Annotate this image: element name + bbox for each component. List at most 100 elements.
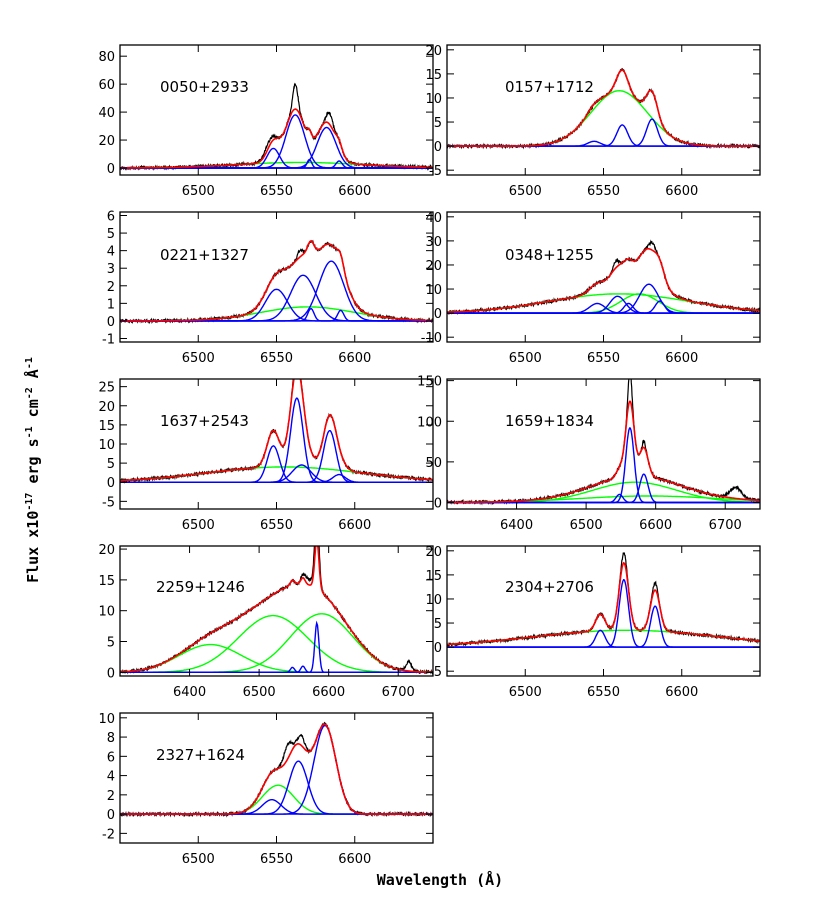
x-tick-label: 6700: [709, 518, 742, 533]
y-tick-label: 10: [425, 593, 442, 608]
y-tick-label: 5: [107, 635, 115, 650]
x-tick-label: 6500: [182, 852, 215, 867]
panel-title: 0348+1255: [505, 246, 594, 264]
y-tick-label: -1: [102, 332, 115, 347]
y-tick-label: 40: [98, 106, 115, 121]
panel-title: 2327+1624: [156, 746, 245, 764]
y-tick-label: 5: [434, 617, 442, 632]
y-tick-label: 15: [425, 569, 442, 584]
x-tick-label: 6500: [509, 685, 542, 700]
panel-1659+1834: 6400 6500 6600 6700 0 50 100 150 1659+1834: [417, 375, 761, 533]
y-tick-label: 0: [107, 162, 115, 177]
y-tick-label: 5: [434, 116, 442, 131]
y-tick-label: 5: [107, 457, 115, 472]
x-tick-label: 6500: [509, 351, 542, 366]
y-tick-label: 10: [98, 605, 115, 620]
narrow-component-1: [447, 124, 760, 147]
broad-component-0: [120, 643, 433, 673]
plot-area: [447, 551, 760, 648]
x-tick-label: 6550: [260, 518, 293, 533]
y-tick-label: 20: [425, 545, 442, 560]
narrow-component-1: [120, 274, 433, 322]
y-tick-label: 0: [107, 808, 115, 823]
x-tick-label: 6550: [260, 184, 293, 199]
panel-0348+1255: 6500 6550 6600 -10 0 10 20 30 40 0348+1255: [421, 211, 761, 366]
panel-2327+1624: 6500 6550 6600 -2 0 2 4 6 8 10 2327+1624: [98, 712, 434, 867]
y-tick-label: 0: [107, 476, 115, 491]
x-axis-title: Wavelength (Å): [377, 870, 503, 889]
total-fit: [120, 240, 433, 322]
panel-title: 0221+1327: [160, 246, 249, 264]
observed-spectrum: [447, 67, 760, 150]
narrow-component-1: [120, 397, 433, 483]
y-tick-label: 100: [417, 415, 442, 430]
y-tick-label: 20: [98, 543, 115, 558]
panel-title: 1659+1834: [505, 412, 594, 430]
x-tick-label: 6500: [182, 184, 215, 199]
y-tick-label: 4: [107, 245, 115, 260]
y-tick-label: 20: [98, 134, 115, 149]
y-tick-label: -2: [102, 827, 115, 842]
narrow-component-1: [120, 114, 433, 169]
total-fit: [120, 108, 433, 169]
plot-area: [120, 721, 433, 818]
y-tick-label: 50: [425, 456, 442, 471]
y-tick-label: 2: [107, 280, 115, 295]
x-tick-label: 6600: [338, 184, 371, 199]
y-tick-label: 0: [434, 641, 442, 656]
narrow-component-3: [120, 260, 433, 322]
x-tick-label: 6600: [338, 518, 371, 533]
panel-1637+2543: 6500 6550 6600 -5 0 5 10 15 20 25 1637+2543: [98, 378, 434, 533]
narrow-component-2: [447, 605, 760, 648]
y-tick-label: 20: [425, 44, 442, 59]
x-tick-label: 6600: [665, 351, 698, 366]
panel-0157+1712: 6500 6550 6600 -5 0 5 10 15 20 0157+1712: [425, 44, 761, 199]
x-tick-label: 6500: [509, 184, 542, 199]
observed-spectrum: [447, 551, 760, 648]
y-tick-label: 1: [107, 297, 115, 312]
panel-frame: [446, 44, 761, 176]
total-fit: [447, 247, 760, 313]
y-tick-label: 6: [107, 210, 115, 225]
x-tick-label: 6600: [665, 685, 698, 700]
narrow-component-2: [447, 118, 760, 147]
narrow-component-0: [447, 629, 760, 648]
y-tick-label: 3: [107, 262, 115, 277]
plot-area: [120, 546, 433, 675]
x-tick-label: 6600: [338, 852, 371, 867]
x-tick-label: 6500: [182, 518, 215, 533]
x-tick-label: 6700: [382, 685, 415, 700]
x-tick-label: 6550: [587, 184, 620, 199]
y-tick-label: 20: [98, 400, 115, 415]
x-tick-label: 6600: [338, 351, 371, 366]
panel-0050+2933: 6500 6550 6600 0 20 40 60 80 0050+2933: [98, 44, 434, 199]
x-tick-label: 6550: [260, 351, 293, 366]
broad-component-0: [447, 89, 760, 147]
panel-frame: [119, 545, 434, 677]
y-tick-label: 5: [107, 227, 115, 242]
narrow-component-2: [120, 307, 433, 322]
y-tick-label: 10: [425, 283, 442, 298]
x-tick-label: 6500: [182, 351, 215, 366]
x-tick-label: 6400: [173, 685, 206, 700]
y-tick-label: 40: [425, 211, 442, 226]
x-tick-label: 6600: [665, 184, 698, 199]
narrow-component-4: [120, 473, 433, 483]
x-tick-label: 6550: [587, 351, 620, 366]
y-tick-label: -5: [429, 665, 442, 680]
y-tick-label: 2: [107, 789, 115, 804]
total-fit: [120, 379, 433, 482]
y-tick-label: 0: [434, 497, 442, 512]
total-fit: [447, 561, 760, 646]
x-tick-label: 6600: [312, 685, 345, 700]
broad-component-0: [120, 306, 433, 322]
y-tick-label: 0: [434, 307, 442, 322]
total-fit: [447, 69, 760, 147]
observed-spectrum: [447, 239, 760, 316]
y-axis-title: Flux x10-17 erg s-1 cm-2 Å-1: [23, 357, 42, 583]
panel-2304+2706: 6500 6550 6600 -5 0 5 10 15 20 2304+2706: [425, 545, 761, 700]
x-tick-label: 6500: [243, 685, 276, 700]
panel-frame: [119, 378, 434, 510]
plot-area: [447, 67, 760, 150]
